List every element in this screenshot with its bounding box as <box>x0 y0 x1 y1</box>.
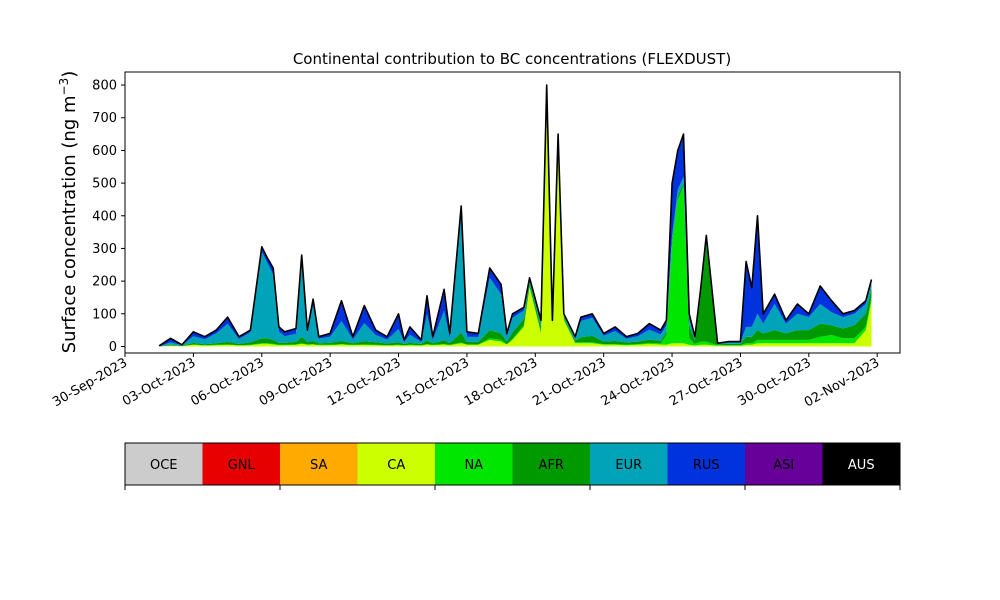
legend-label-eur: EUR <box>615 458 642 473</box>
plot-frame <box>124 71 901 354</box>
legend-swatch-gnl <box>202 443 281 485</box>
x-tick-label: 18-Oct-2023 <box>462 355 540 409</box>
legend-label-aus: AUS <box>848 458 875 473</box>
y-tick-label: 400 <box>92 209 117 224</box>
colorbar-frame <box>124 442 901 486</box>
y-tick-label: 600 <box>92 144 117 159</box>
x-tick-label: 09-Oct-2023 <box>257 355 335 409</box>
legend-label-afr: AFR <box>539 458 564 473</box>
y-tick-label: 300 <box>92 242 117 257</box>
legend-label-asi: ASI <box>773 458 794 473</box>
y-tick-label: 500 <box>92 177 117 192</box>
x-axis: 30-Sep-202303-Oct-202306-Oct-202309-Oct-… <box>50 353 882 410</box>
x-tick-label: 02-Nov-2023 <box>802 355 882 410</box>
x-tick-label: 12-Oct-2023 <box>325 355 403 409</box>
legend-label-na: NA <box>464 458 483 473</box>
x-tick-label: 06-Oct-2023 <box>188 355 266 409</box>
legend-swatch-afr <box>512 443 591 485</box>
legend-swatch-sa <box>280 443 358 485</box>
y-tick-label: 100 <box>92 307 117 322</box>
y-tick-label: 200 <box>92 275 117 290</box>
legend-swatch-asi <box>745 443 823 485</box>
area-eur <box>159 86 872 347</box>
legend-label-oce: OCE <box>150 458 178 473</box>
legend-colorbar: OCE GNL SA CA NA AFR EUR RUS ASI AUS <box>124 442 901 490</box>
legend-label-rus: RUS <box>693 458 720 473</box>
y-tick-label: 800 <box>92 79 117 94</box>
x-tick-label: 03-Oct-2023 <box>120 355 198 409</box>
y-axis-label-main: Surface concentration (ng m <box>59 95 80 353</box>
total-line <box>158 84 873 347</box>
plot-area <box>158 84 873 347</box>
x-tick-label: 21-Oct-2023 <box>530 355 608 409</box>
legend-label-gnl: GNL <box>228 458 256 473</box>
legend-swatch-eur <box>590 443 668 485</box>
x-tick-label: 27-Oct-2023 <box>667 355 745 409</box>
x-tick-label: 15-Oct-2023 <box>394 355 472 409</box>
y-tick-label: 0 <box>109 340 117 355</box>
y-axis: 0 100 200 300 400 500 600 700 800 <box>92 79 125 355</box>
legend-label-sa: SA <box>310 458 327 473</box>
legend-swatch-na <box>435 443 513 485</box>
legend-swatch-rus <box>667 443 746 485</box>
y-tick-label: 700 <box>92 111 117 126</box>
y-axis-label: Surface concentration (ng m−3) <box>57 71 80 354</box>
y-axis-label-suffix: ) <box>59 71 80 78</box>
x-tick-label: 24-Oct-2023 <box>599 355 677 409</box>
x-tick-label: 30-Sep-2023 <box>50 355 130 410</box>
x-tick-label: 30-Oct-2023 <box>735 355 813 409</box>
legend-swatch-ca <box>357 443 436 485</box>
legend-label-ca: CA <box>387 458 405 473</box>
y-axis-label-superscript: −3 <box>57 78 71 96</box>
legend-swatch-oce <box>125 443 203 485</box>
legend-swatch-aus <box>822 443 901 485</box>
chart-title: Continental contribution to BC concentra… <box>293 50 731 68</box>
